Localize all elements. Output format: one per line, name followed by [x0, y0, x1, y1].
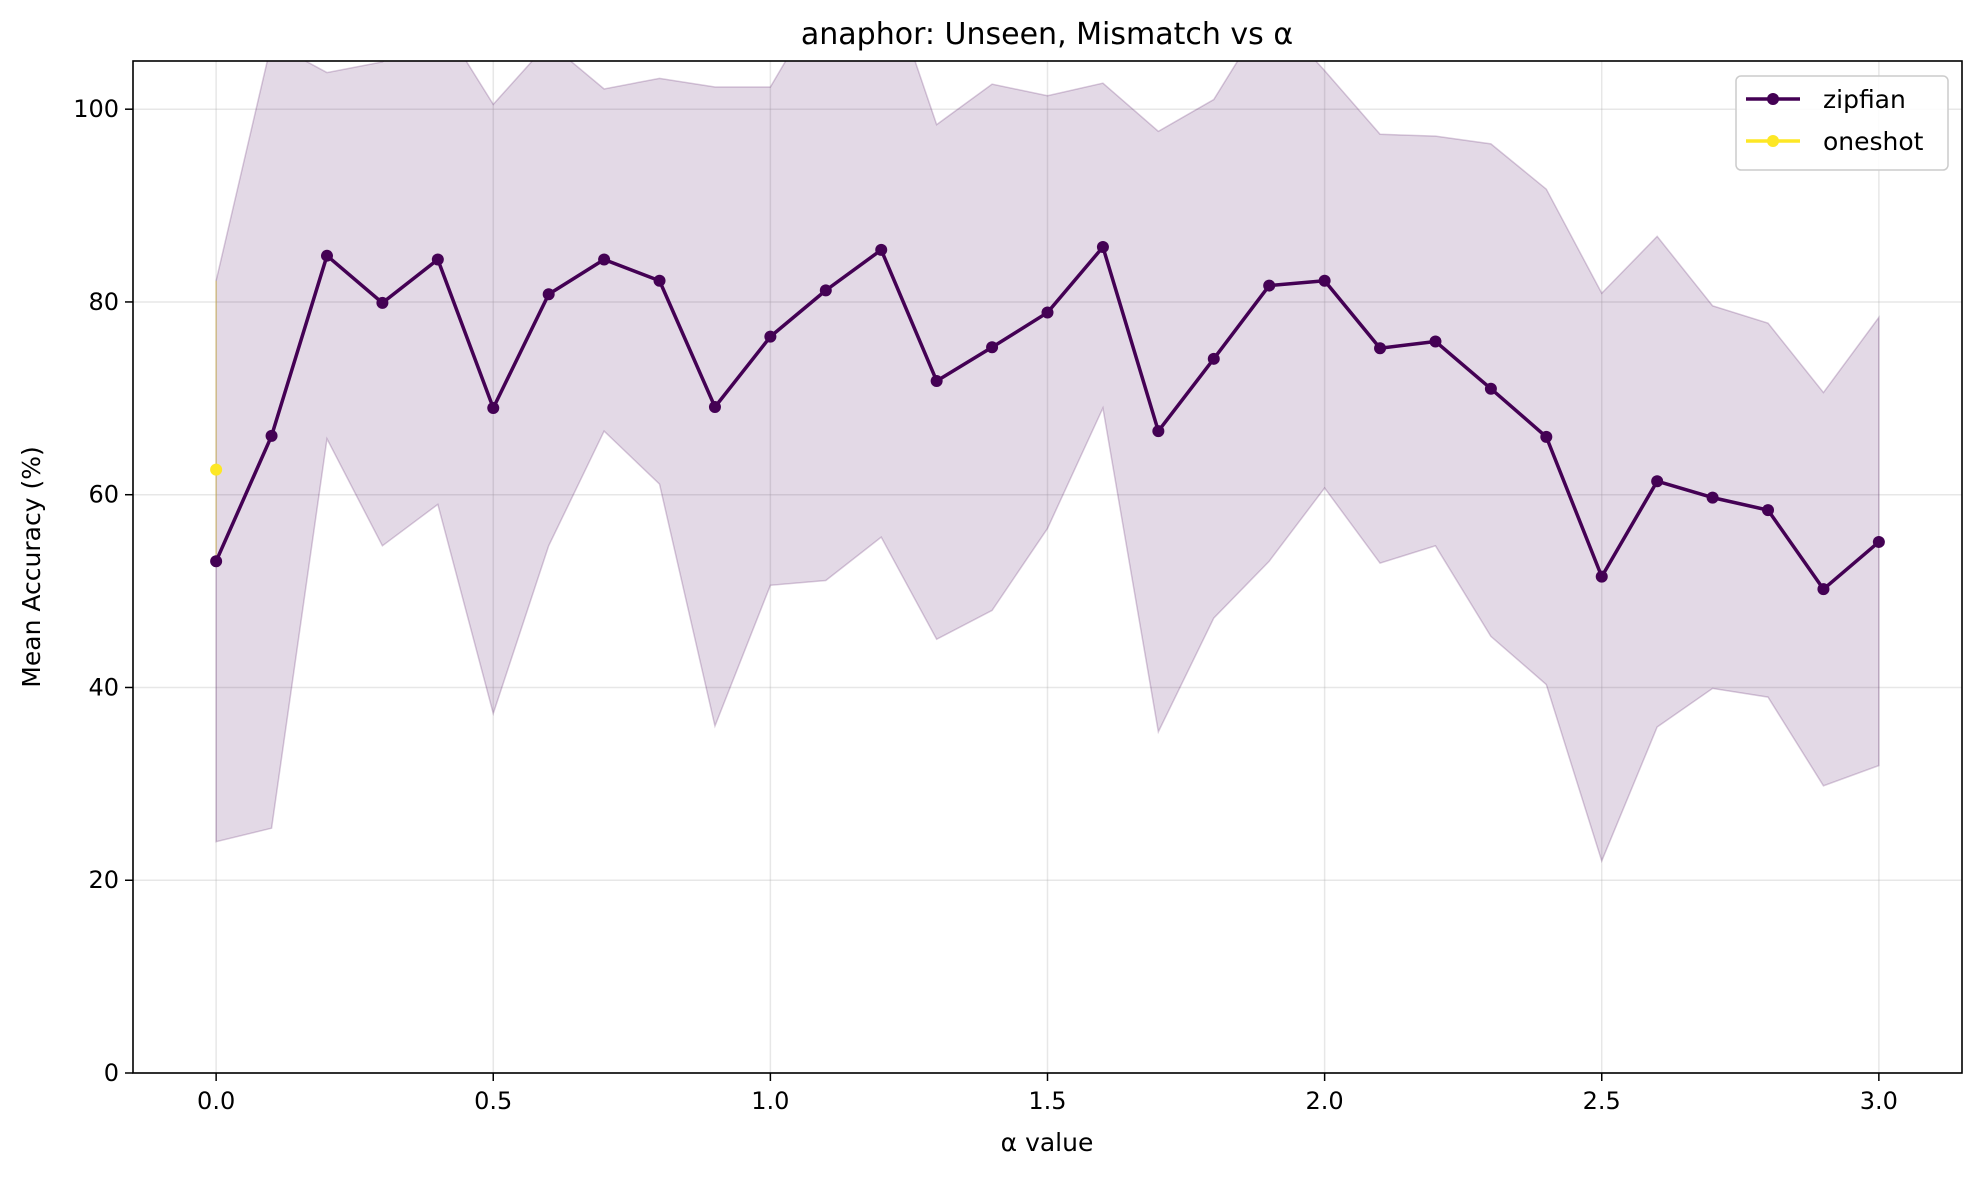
point-zipfian	[1318, 274, 1331, 287]
point-zipfian	[1263, 279, 1276, 292]
point-zipfian	[1762, 504, 1775, 517]
point-zipfian	[487, 401, 500, 414]
point-zipfian	[875, 243, 888, 256]
x-tick-label: 1.0	[751, 1087, 789, 1115]
point-zipfian	[819, 284, 832, 297]
point-zipfian	[930, 374, 943, 387]
point-zipfian	[265, 429, 278, 442]
x-axis-ticks: 0.0 0.5 1.0 1.5 2.0 2.5 3.0	[197, 1073, 1898, 1115]
point-zipfian	[764, 330, 777, 343]
error-bands	[215, 61, 1880, 864]
point-zipfian	[1706, 491, 1719, 504]
x-tick-label: 0.0	[197, 1087, 235, 1115]
y-tick-label: 40	[88, 673, 119, 701]
point-zipfian	[376, 296, 389, 309]
y-tick-label: 0	[104, 1059, 119, 1087]
point-zipfian	[1595, 570, 1608, 583]
point-zipfian	[1096, 241, 1109, 254]
y-tick-label: 80	[88, 288, 119, 316]
point-zipfian	[1152, 425, 1165, 438]
x-tick-label: 2.5	[1583, 1087, 1621, 1115]
y-axis-label: Mean Accuracy (%)	[17, 446, 46, 687]
band-zipfian	[215, 61, 1880, 864]
point-zipfian	[1041, 306, 1054, 319]
y-axis-ticks: 0 20 40 60 80 100	[73, 95, 133, 1087]
point-zipfian	[1429, 335, 1442, 348]
point-zipfian	[210, 555, 223, 568]
chart-title: anaphor: Unseen, Mismatch vs α	[801, 17, 1293, 52]
x-tick-label: 0.5	[474, 1087, 512, 1115]
point-zipfian	[542, 288, 555, 301]
point-zipfian	[1484, 382, 1497, 395]
x-tick-label: 1.5	[1028, 1087, 1066, 1115]
point-zipfian	[1651, 475, 1664, 488]
point-zipfian	[1540, 430, 1553, 443]
y-tick-label: 60	[88, 481, 119, 509]
point-zipfian	[708, 401, 721, 414]
point-zipfian	[1207, 352, 1220, 365]
x-axis-label: α value	[1001, 1128, 1094, 1157]
point-zipfian	[1374, 342, 1387, 355]
legend-label-oneshot: oneshot	[1823, 127, 1924, 156]
y-tick-label: 20	[88, 866, 119, 894]
point-zipfian	[320, 249, 333, 262]
point-zipfian	[431, 253, 444, 266]
legend-marker-zipfian	[1767, 93, 1779, 105]
y-tick-label: 100	[73, 95, 119, 123]
legend: zipfian oneshot	[1735, 75, 1949, 171]
legend-marker-oneshot	[1767, 135, 1779, 147]
point-zipfian	[1872, 535, 1885, 548]
point-zipfian	[653, 274, 666, 287]
point-zipfian	[986, 341, 999, 354]
point-oneshot	[210, 463, 223, 476]
point-zipfian	[1817, 583, 1830, 596]
point-zipfian	[598, 253, 611, 266]
series-markers	[210, 241, 1885, 596]
legend-label-zipfian: zipfian	[1823, 85, 1906, 114]
x-tick-label: 2.0	[1306, 1087, 1344, 1115]
x-tick-label: 3.0	[1860, 1087, 1898, 1115]
